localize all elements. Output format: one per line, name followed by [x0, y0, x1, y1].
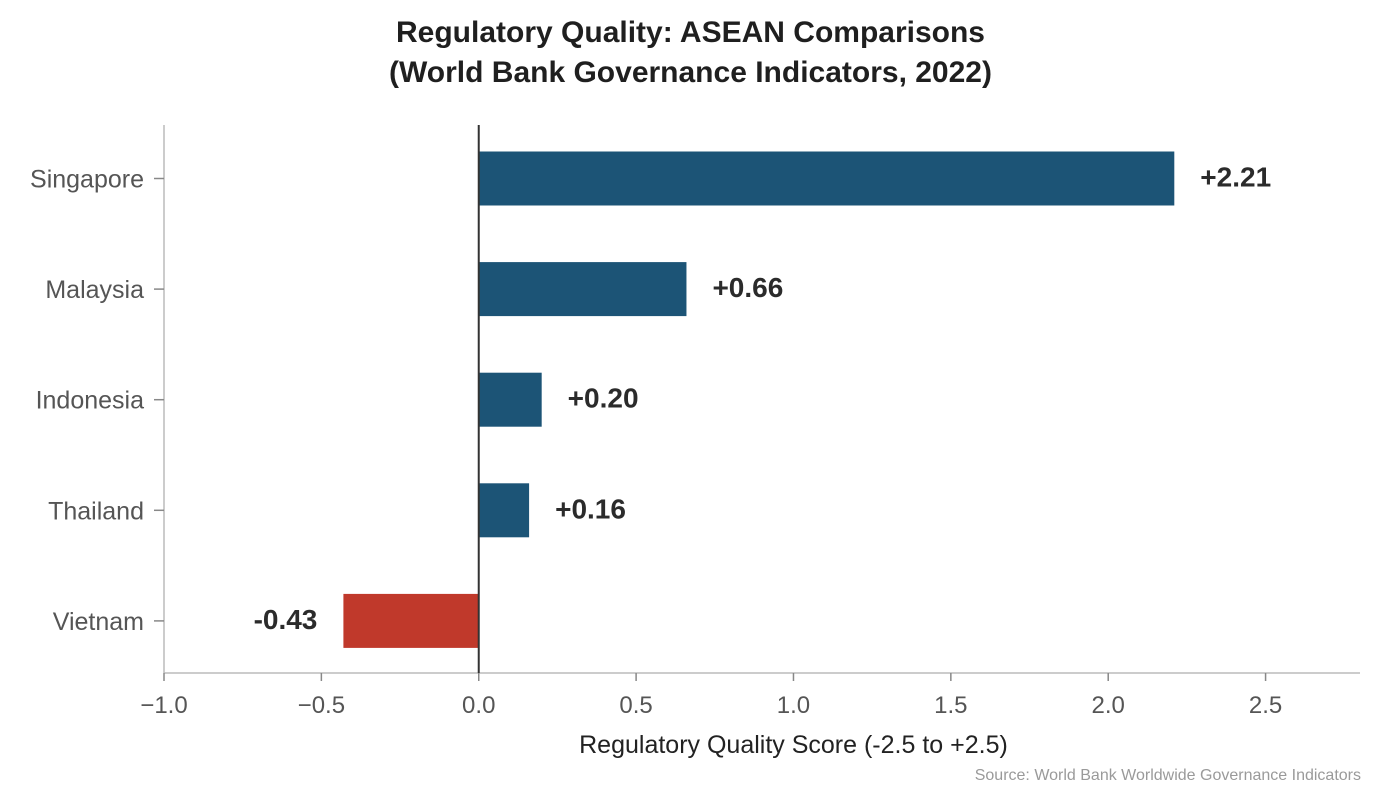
axes-group: −1.0 −0.5 0.0 0.5 1.0 1.5 2.0 2.5 Regulatory Qua…: [140, 125, 1360, 759]
bar: [343, 593, 479, 648]
data-label: -0.43: [254, 604, 318, 635]
x-tick-label: 1.5: [934, 692, 967, 719]
data-label: +2.21: [1200, 162, 1271, 193]
x-tick-label: −1.0: [140, 692, 187, 719]
x-tick-label: −0.5: [298, 692, 345, 719]
category-label: Singapore: [30, 166, 144, 194]
category-label: Thailand: [48, 497, 144, 525]
bar: [478, 262, 687, 317]
x-axis-title: Regulatory Quality Score (-2.5 to +2.5): [579, 731, 1008, 759]
bar: [478, 372, 542, 427]
bar: [478, 151, 1175, 206]
category-label: Malaysia: [45, 276, 144, 304]
data-label: +0.20: [568, 383, 639, 414]
source-note: Source: World Bank Worldwide Governance …: [974, 767, 1361, 784]
bar: [478, 483, 530, 538]
category-label: Indonesia: [36, 387, 145, 415]
bars-group: [343, 125, 1175, 673]
chart-title: Regulatory Quality: ASEAN Comparisons: [396, 16, 985, 49]
labels-group: Singapore +2.21 Malaysia +0.66 Indonesia +0.2…: [30, 162, 1271, 636]
x-tick-label: 1.0: [777, 692, 810, 719]
x-tick-label: 2.5: [1249, 692, 1282, 719]
x-tick-label: 0.5: [619, 692, 652, 719]
x-tick-label: 0.0: [462, 692, 495, 719]
x-tick-label: 2.0: [1092, 692, 1125, 719]
data-label: +0.16: [555, 493, 626, 524]
category-label: Vietnam: [53, 608, 144, 636]
data-label: +0.66: [712, 272, 783, 303]
chart-subtitle: (World Bank Governance Indicators, 2022): [389, 56, 992, 89]
